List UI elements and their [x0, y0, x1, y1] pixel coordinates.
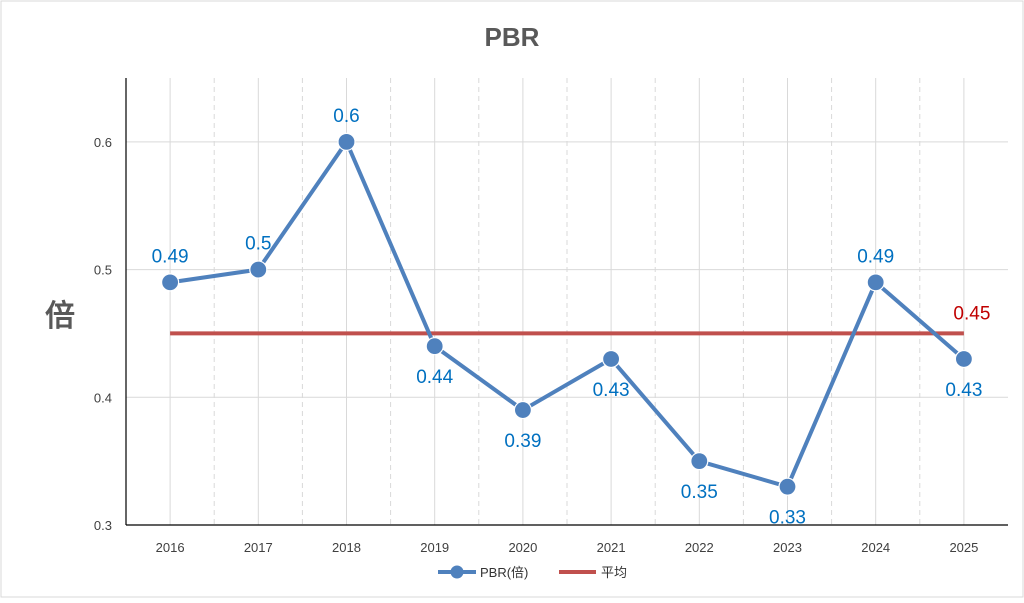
average-data-label: 0.45: [953, 303, 990, 324]
pbr-data-label: 0.6: [333, 106, 359, 127]
x-tick-label: 2021: [597, 540, 626, 555]
y-tick-label: 0.4: [94, 390, 112, 405]
pbr-point: [337, 132, 356, 151]
x-tick-label: 2020: [508, 540, 537, 555]
pbr-data-label: 0.49: [152, 246, 189, 267]
legend-average-label: 平均: [601, 565, 627, 580]
pbr-point: [425, 337, 444, 356]
pbr-data-label: 0.35: [681, 482, 718, 503]
pbr-point: [161, 273, 180, 292]
series-layer: [161, 132, 974, 496]
pbr-data-label: 0.43: [945, 380, 982, 401]
y-tick-label: 0.3: [94, 518, 112, 533]
pbr-point: [778, 477, 797, 496]
legend-pbr-marker: [450, 565, 464, 579]
pbr-data-label: 0.39: [504, 431, 541, 452]
x-tick-label: 2019: [420, 540, 449, 555]
pbr-point: [866, 273, 885, 292]
x-tick-label: 2022: [685, 540, 714, 555]
axes-layer: 0.3 0.4 0.5 0.6 2016 2017 2018 2019 2020 2021 2022…: [94, 78, 1008, 555]
x-tick-label: 2024: [861, 540, 890, 555]
y-tick-label: 0.6: [94, 135, 112, 150]
x-tick-label: 2016: [156, 540, 185, 555]
pbr-point: [513, 400, 533, 420]
y-axis-label: 倍: [45, 299, 75, 333]
legend-pbr-label: PBR(倍): [480, 565, 528, 580]
grid-layer: [126, 78, 1008, 526]
pbr-data-label: 0.33: [769, 508, 806, 529]
pbr-series-line: [169, 139, 966, 489]
pbr-data-label: 0.49: [857, 246, 894, 267]
x-tick-label: 2025: [949, 540, 978, 555]
legend: PBR(倍) 平均: [438, 565, 627, 580]
pbr-point: [601, 349, 621, 369]
x-tick-label: 2017: [244, 540, 273, 555]
pbr-point: [249, 260, 268, 279]
pbr-point: [954, 349, 974, 369]
x-tick-label: 2018: [332, 540, 361, 555]
pbr-data-label: 0.5: [245, 234, 271, 255]
pbr-data-label: 0.43: [593, 380, 630, 401]
y-tick-label: 0.5: [94, 263, 112, 278]
pbr-data-label: 0.44: [416, 367, 453, 388]
pbr-point: [690, 452, 709, 471]
x-tick-label: 2023: [773, 540, 802, 555]
data-labels-layer: 0.49 0.5 0.6 0.44 0.39 0.43 0.35 0.33 0.49 0.43 0.…: [152, 106, 991, 529]
chart-title: PBR: [485, 22, 540, 52]
